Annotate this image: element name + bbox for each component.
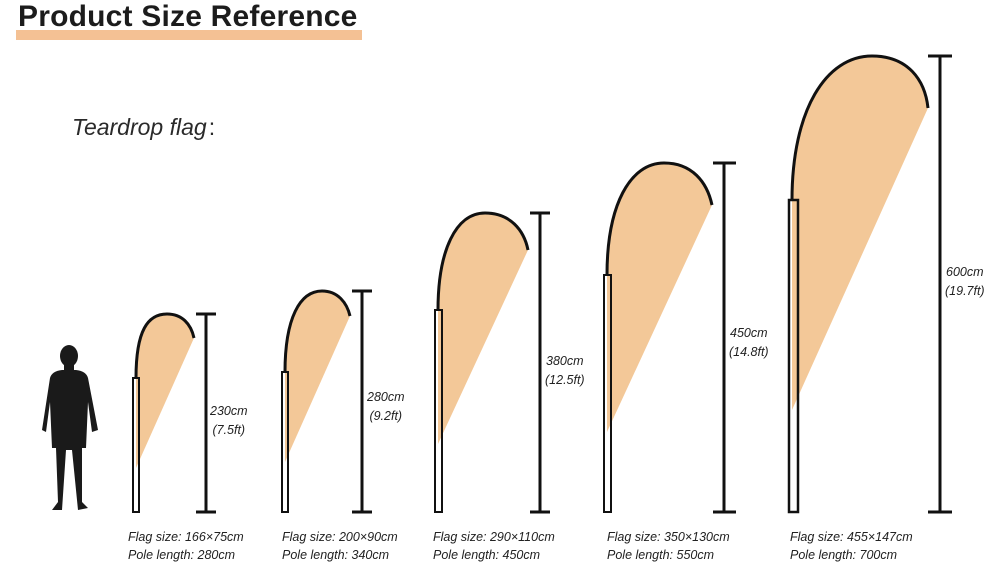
height-cm-5: 600cm	[946, 265, 984, 279]
height-ft-4: (14.8ft)	[729, 345, 769, 359]
flag-size-value-2: 200×90cm	[338, 530, 398, 544]
pole-length-label-4: Pole length:	[607, 548, 674, 562]
height-label-2: 280cm (9.2ft)	[367, 388, 405, 426]
page-title: Product Size Reference	[18, 0, 358, 33]
pole-length-label-2: Pole length:	[282, 548, 349, 562]
height-cm-4: 450cm	[730, 326, 768, 340]
flag-3	[434, 211, 550, 514]
height-label-3: 380cm (12.5ft)	[545, 352, 585, 390]
pole-length-value-1: 280cm	[197, 548, 236, 562]
height-cm-2: 280cm	[367, 390, 405, 404]
flag-size-value-1: 166×75cm	[184, 530, 244, 544]
subtitle-text: Teardrop flag	[72, 114, 207, 140]
flag-size-label-2: Flag size:	[282, 530, 336, 544]
flag-size-label-3: Flag size:	[433, 530, 487, 544]
flag-1	[132, 312, 216, 514]
flag-size-label-4: Flag size:	[607, 530, 661, 544]
subtitle: Teardrop flag:	[72, 114, 215, 141]
pole-length-value-4: 550cm	[676, 548, 715, 562]
flag-size-value-4: 350×130cm	[663, 530, 730, 544]
pole-length-label-1: Pole length:	[128, 548, 195, 562]
flag-size-value-5: 455×147cm	[846, 530, 913, 544]
height-cm-3: 380cm	[546, 354, 584, 368]
spec-2: Flag size: 200×90cm Pole length: 340cm	[282, 528, 398, 564]
spec-4: Flag size: 350×130cm Pole length: 550cm	[607, 528, 730, 564]
pole-length-value-3: 450cm	[502, 548, 541, 562]
pole-length-value-2: 340cm	[351, 548, 390, 562]
height-cm-1: 230cm	[210, 404, 248, 418]
height-label-1: 230cm (7.5ft)	[210, 402, 248, 440]
subtitle-colon: :	[208, 114, 216, 140]
pole-length-label-3: Pole length:	[433, 548, 500, 562]
flag-size-label-5: Flag size:	[790, 530, 844, 544]
spec-5: Flag size: 455×147cm Pole length: 700cm	[790, 528, 913, 564]
height-ft-2: (9.2ft)	[369, 409, 403, 423]
flag-size-label-1: Flag size:	[128, 530, 182, 544]
title-block: Product Size Reference	[16, 0, 362, 40]
flag-4	[603, 161, 736, 514]
height-ft-5: (19.7ft)	[945, 284, 985, 298]
spec-3: Flag size: 290×110cm Pole length: 450cm	[433, 528, 555, 564]
height-label-4: 450cm (14.8ft)	[729, 324, 769, 362]
pole-length-value-5: 700cm	[859, 548, 898, 562]
flag-size-value-3: 290×110cm	[489, 530, 555, 544]
person-silhouette-icon	[42, 345, 98, 510]
height-ft-1: (7.5ft)	[212, 423, 246, 437]
flag-5	[787, 54, 952, 514]
flag-2	[281, 289, 372, 514]
height-ft-3: (12.5ft)	[545, 373, 585, 387]
pole-length-label-5: Pole length:	[790, 548, 857, 562]
height-label-5: 600cm (19.7ft)	[945, 263, 985, 301]
title-underline	[16, 30, 362, 40]
spec-1: Flag size: 166×75cm Pole length: 280cm	[128, 528, 244, 564]
